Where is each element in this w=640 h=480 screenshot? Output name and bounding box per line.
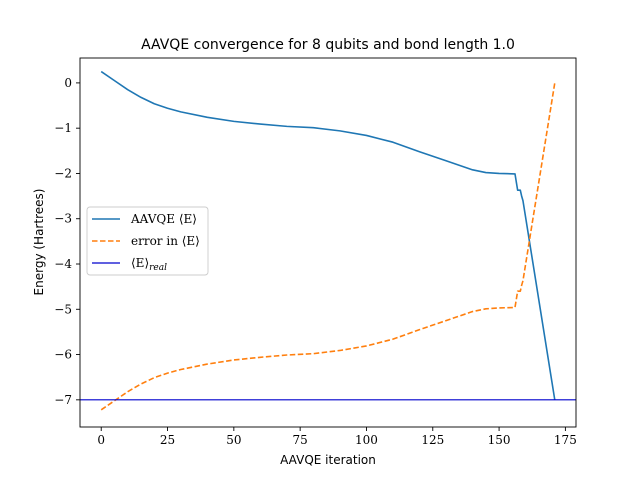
y-axis-label: Energy (Hartrees) — [32, 189, 46, 296]
series-line-0 — [100, 70, 556, 400]
y-tick-label: −2 — [54, 166, 72, 180]
chart-title: AAVQE convergence for 8 qubits and bond … — [141, 37, 515, 53]
y-tick-label: −3 — [54, 212, 72, 226]
x-axis-label: AAVQE iteration — [280, 453, 376, 467]
x-tick-label: 0 — [97, 433, 105, 447]
x-tick-label: 75 — [293, 433, 308, 447]
legend-label-real: ⟨E⟩real — [131, 256, 167, 273]
y-axis-ticks: 0 −1 −2 −3 −4 −5 −6 −7 — [54, 76, 80, 407]
legend-label-error: error in ⟨E⟩ — [131, 234, 200, 248]
legend-label-real-main: ⟨E⟩ — [131, 256, 149, 270]
x-tick-label: 50 — [226, 433, 241, 447]
y-tick-label: −6 — [54, 348, 72, 362]
x-tick-label: 100 — [355, 433, 378, 447]
legend-label-aavqe: AAVQE ⟨E⟩ — [130, 212, 197, 226]
series-layer — [80, 70, 576, 411]
y-tick-label: −5 — [54, 302, 72, 316]
y-tick-label: −4 — [54, 257, 72, 271]
x-tick-label: 175 — [554, 433, 577, 447]
y-tick-label: −1 — [54, 121, 72, 135]
legend-label-real-sub: real — [149, 263, 167, 273]
legend: AAVQE ⟨E⟩ error in ⟨E⟩ ⟨E⟩real — [86, 206, 209, 276]
y-tick-label: 0 — [64, 76, 72, 90]
y-tick-label: −7 — [54, 393, 72, 407]
x-tick-label: 125 — [421, 433, 444, 447]
x-tick-label: 150 — [488, 433, 511, 447]
x-tick-label: 25 — [160, 433, 175, 447]
plot-frame — [79, 57, 577, 428]
series-line-1 — [100, 82, 556, 411]
legend-box — [86, 206, 209, 276]
x-axis-ticks: 0 25 50 75 100 125 150 175 — [97, 427, 577, 447]
